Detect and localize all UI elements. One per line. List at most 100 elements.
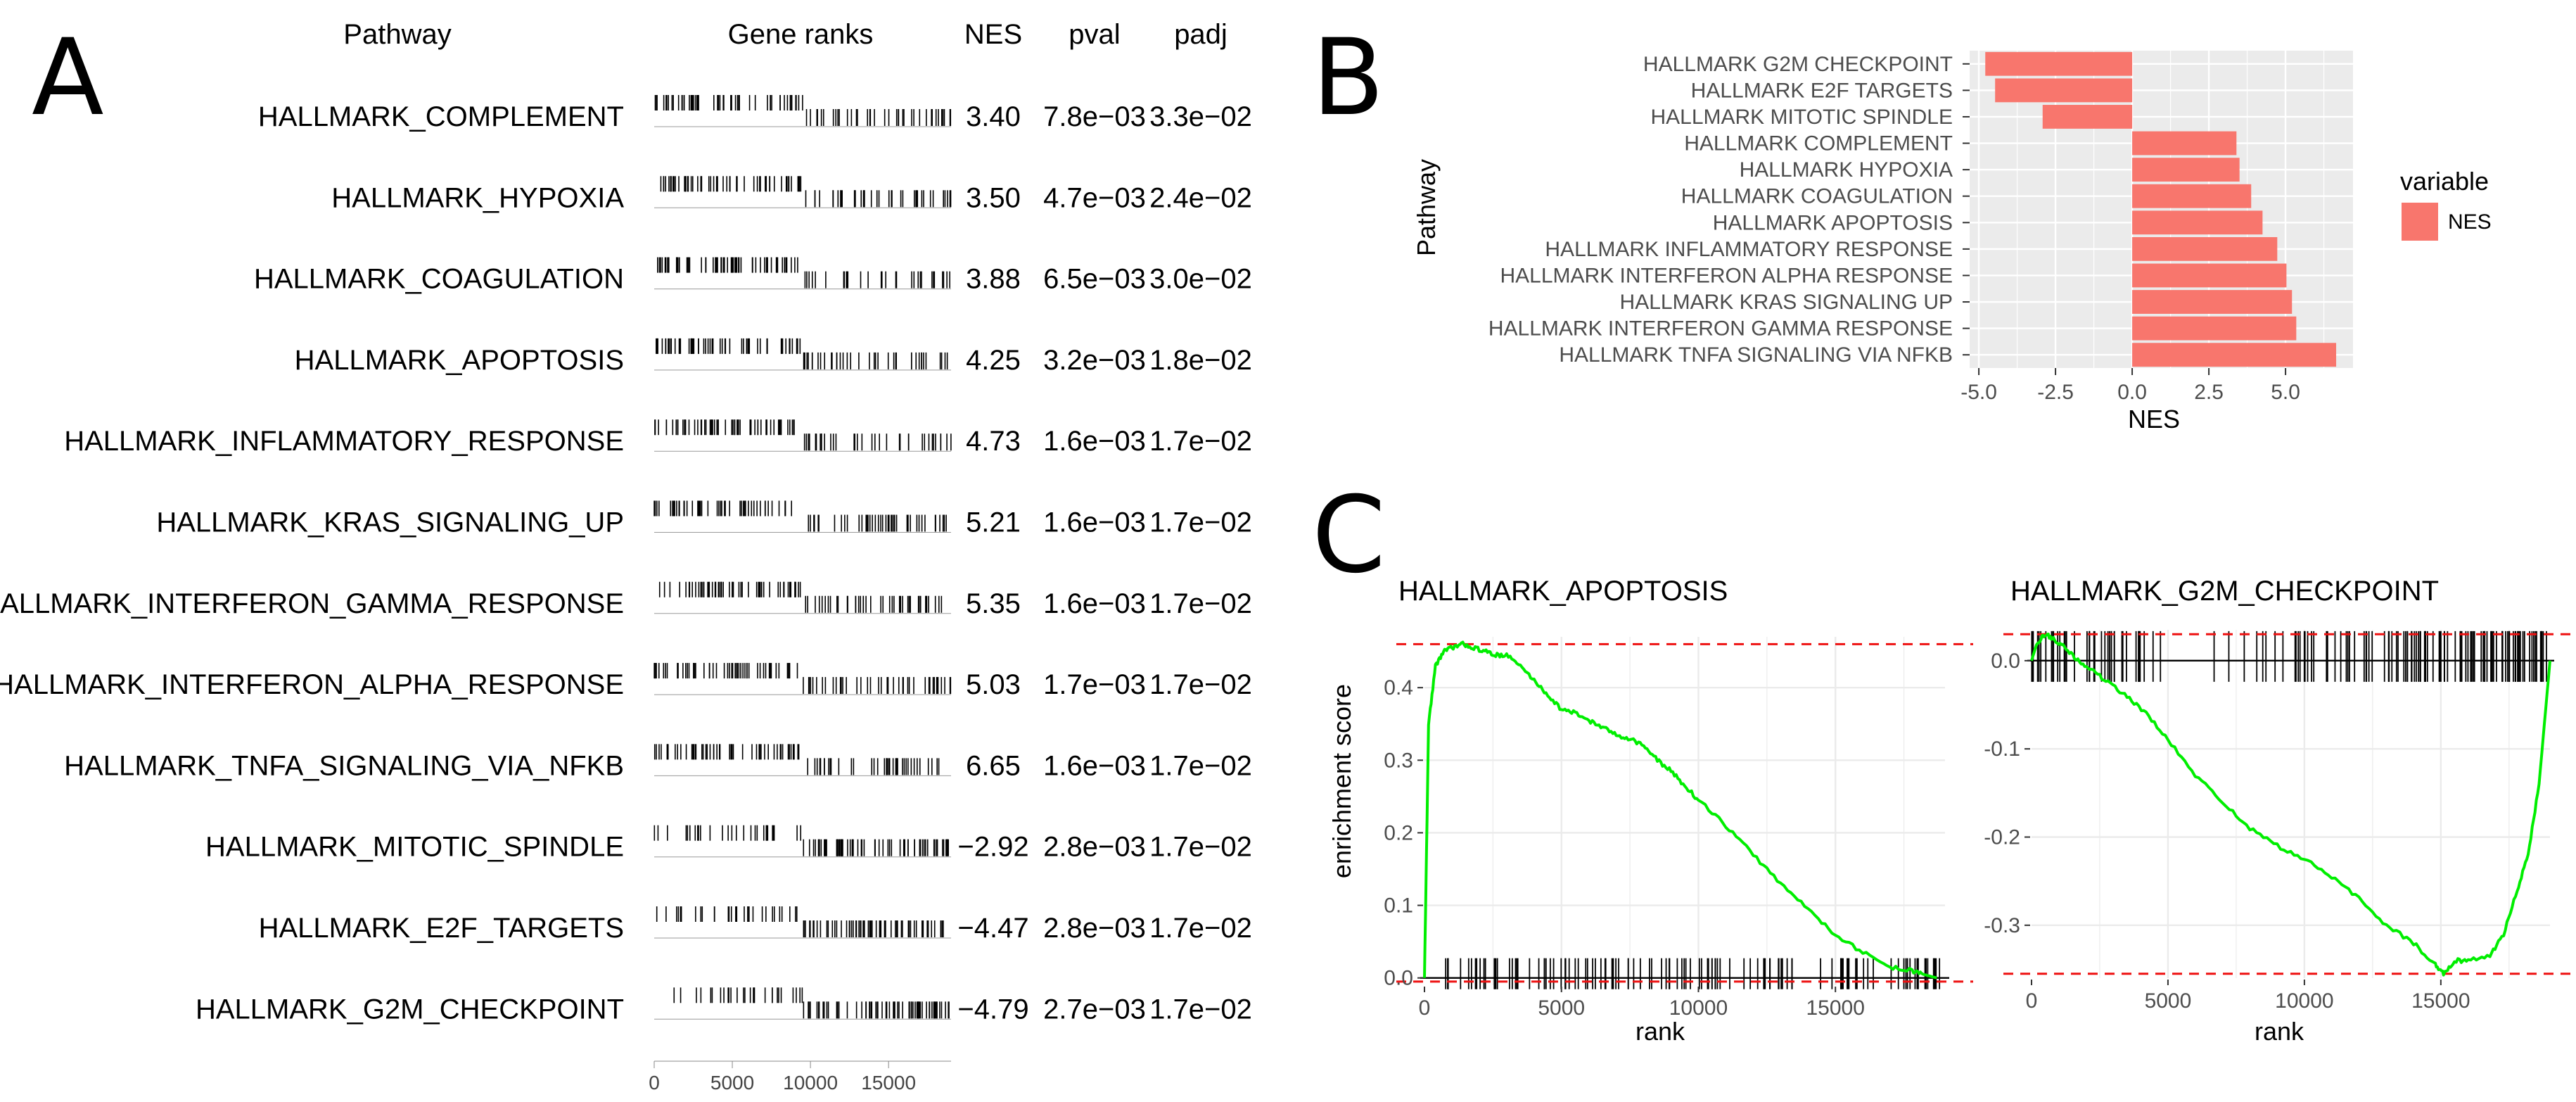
- y-axis-title-enrichment: enrichment score: [1327, 684, 1356, 878]
- padj-value: 1.8e−02: [1149, 345, 1252, 376]
- pval-value: 2.8e−03: [1043, 913, 1146, 944]
- table-row: HALLMARK_INTERFERON_GAMMA_RESPONSE 5.35 1.…: [0, 581, 1252, 619]
- category-label: HALLMARK COMPLEMENT: [1684, 132, 1953, 156]
- col-header-pval: pval: [1069, 19, 1120, 50]
- panel-c-g2m-plot: HALLMARK_G2M_CHECKPOINT 0.0-0.1-0.2-0.30…: [1984, 576, 2576, 1046]
- bar: [2132, 236, 2278, 261]
- x-tick-label: 15000: [2411, 989, 2470, 1013]
- col-header-nes: NES: [964, 19, 1022, 50]
- axis-tick-label: 15000: [861, 1072, 916, 1094]
- enrichment-curve: [1423, 640, 1937, 980]
- gene-rank-barcode: [654, 987, 951, 1020]
- nes-value: 3.50: [966, 182, 1021, 213]
- category-label: HALLMARK INTERFERON GAMMA RESPONSE: [1488, 317, 1953, 341]
- gene-rank-barcode: [654, 581, 951, 614]
- bars: [1985, 51, 2337, 367]
- pval-value: 7.8e−03: [1043, 101, 1146, 132]
- enrichment-score-line: [2030, 633, 2551, 977]
- pval-value: 2.7e−03: [1043, 994, 1146, 1025]
- x-axis-title: NES: [2128, 405, 2180, 433]
- padj-value: 1.7e−02: [1149, 750, 1252, 781]
- x-tick-labels: -5.0 -2.5 0.0 2.5 5.0: [1960, 368, 2300, 404]
- gene-rank-barcode: [653, 744, 951, 776]
- padj-value: 1.7e−02: [1149, 588, 1252, 619]
- padj-value: 1.7e−02: [1149, 832, 1252, 863]
- pval-value: 3.2e−03: [1043, 345, 1146, 376]
- x-tick-label: 5000: [1538, 996, 1585, 1020]
- category-label: HALLMARK INTERFERON ALPHA RESPONSE: [1500, 264, 1953, 287]
- padj-value: 1.7e−02: [1149, 426, 1252, 457]
- category-label: HALLMARK KRAS SIGNALING UP: [1620, 291, 1953, 314]
- x-tick-label: 5.0: [2271, 381, 2300, 404]
- x-tick-label: 10000: [1669, 996, 1728, 1020]
- nes-value: 6.65: [966, 750, 1021, 781]
- bar: [2132, 184, 2252, 208]
- nes-value: −4.79: [957, 994, 1028, 1025]
- x-tick-label: 0: [2026, 989, 2038, 1013]
- axes: 0.0 0.1 0.2 0.3 0.4 0 5000 10000 15000: [1384, 676, 1865, 1020]
- table-row: HALLMARK_HYPOXIA 3.50 4.7e−03 2.4e−02: [331, 176, 1252, 213]
- category-label: HALLMARK APOPTOSIS: [1713, 211, 1953, 234]
- x-tick-label: 0.0: [2117, 381, 2147, 404]
- y-tick-label: -0.1: [1984, 737, 2020, 761]
- x-axis-title-rank: rank: [1635, 1017, 1685, 1046]
- legend-label-nes: NES: [2448, 210, 2492, 234]
- pval-value: 4.7e−03: [1043, 182, 1146, 213]
- pathway-label: HALLMARK_MITOTIC_SPINDLE: [205, 832, 624, 863]
- gene-rank-barcode: [654, 338, 951, 371]
- pval-value: 2.8e−03: [1043, 832, 1146, 863]
- pathway-label: HALLMARK_TNFA_SIGNALING_VIA_NFKB: [64, 750, 624, 781]
- pathway-label: HALLMARK_INTERFERON_GAMMA_RESPONSE: [0, 588, 624, 619]
- x-tick-label: 5000: [2145, 989, 2192, 1013]
- legend-title: variable: [2400, 167, 2489, 196]
- plot-title-g2m: HALLMARK_G2M_CHECKPOINT: [2010, 576, 2439, 607]
- padj-value: 2.4e−02: [1149, 182, 1252, 213]
- pval-value: 6.5e−03: [1043, 264, 1146, 295]
- nes-value: −2.92: [957, 832, 1028, 863]
- nes-value: 4.73: [966, 426, 1021, 457]
- bar: [2132, 343, 2337, 367]
- padj-value: 1.7e−02: [1149, 507, 1252, 538]
- nes-value: −4.47: [957, 913, 1028, 944]
- gene-rank-barcode: [654, 176, 952, 208]
- category-label: HALLMARK COAGULATION: [1681, 185, 1953, 208]
- category-label: HALLMARK HYPOXIA: [1740, 158, 1953, 182]
- y-tick-label: 0.4: [1384, 676, 1413, 699]
- bar: [2132, 210, 2263, 235]
- table-rows: HALLMARK_COMPLEMENT 3.40 7.8e−03 3.3e−02HAL…: [0, 95, 1252, 1025]
- legend-key-nes: [2402, 203, 2438, 241]
- category-labels: HALLMARK G2M CHECKPOINT HALLMARK E2F TARG…: [1488, 53, 1970, 367]
- gene-rank-barcode: [653, 663, 952, 695]
- col-header-gene-ranks: Gene ranks: [728, 19, 874, 50]
- table-row: HALLMARK_MITOTIC_SPINDLE −2.92 2.8e−03 1.7e…: [205, 825, 1252, 863]
- pathway-label: HALLMARK_INTERFERON_ALPHA_RESPONSE: [0, 669, 624, 700]
- nes-value: 3.40: [966, 101, 1021, 132]
- panel-b-bar-chart: HALLMARK G2M CHECKPOINT HALLMARK E2F TARG…: [1412, 51, 2492, 433]
- category-label: HALLMARK INFLAMMATORY RESPONSE: [1545, 238, 1953, 261]
- pval-value: 1.6e−03: [1043, 507, 1146, 538]
- axes: 0.0 -0.1 -0.2 -0.3 0 5000 10000 15000: [1984, 650, 2470, 1013]
- gene-rank-barcode: [654, 419, 952, 452]
- padj-value: 3.0e−02: [1149, 264, 1252, 295]
- nes-value: 5.21: [966, 507, 1021, 538]
- table-row: HALLMARK_TNFA_SIGNALING_VIA_NFKB 6.65 1.6e…: [64, 744, 1252, 781]
- nes-value: 3.88: [966, 264, 1021, 295]
- gene-rank-barcode: [654, 906, 951, 939]
- pathway-label: HALLMARK_COAGULATION: [254, 264, 624, 295]
- pval-value: 1.6e−03: [1043, 426, 1146, 457]
- panel-c-apoptosis-plot: HALLMARK_APOPTOSIS 0.0 0.1 0.2 0.3 0.4 0 5000 1…: [1327, 576, 1973, 1046]
- gene-rank-barcode: [654, 257, 951, 290]
- y-tick-label: 0.1: [1384, 894, 1413, 918]
- gene-rank-barcode: [653, 500, 951, 533]
- pathway-label: HALLMARK_KRAS_SIGNALING_UP: [156, 507, 624, 538]
- pval-value: 1.7e−03: [1043, 669, 1146, 700]
- col-header-pathway: Pathway: [343, 19, 451, 50]
- gridlines: [1424, 637, 1945, 985]
- bar: [2132, 263, 2287, 288]
- pval-value: 1.6e−03: [1043, 750, 1146, 781]
- table-row: HALLMARK_INTERFERON_ALPHA_RESPONSE 5.03 1.…: [0, 663, 1252, 700]
- y-tick-label: -0.2: [1984, 825, 2020, 849]
- bar: [2132, 158, 2240, 182]
- x-tick-label: 10000: [2275, 989, 2333, 1013]
